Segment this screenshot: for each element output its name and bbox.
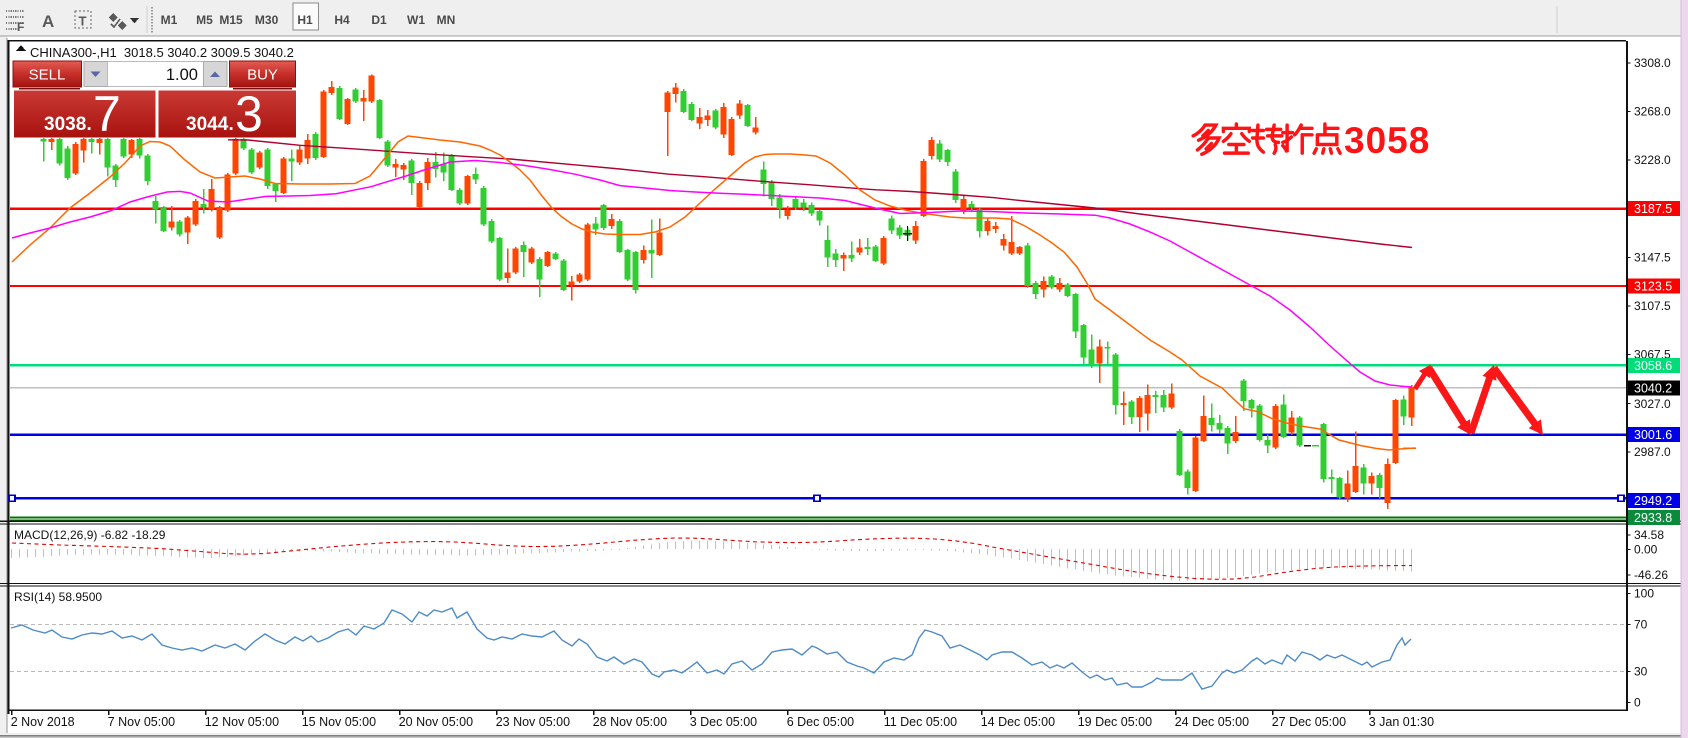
svg-text:M15: M15 (219, 13, 243, 27)
svg-text:H4: H4 (334, 13, 350, 27)
svg-text:15 Nov 05:00: 15 Nov 05:00 (302, 715, 376, 729)
svg-text:M30: M30 (255, 13, 279, 27)
svg-text:A: A (42, 12, 54, 31)
svg-text:0: 0 (1634, 696, 1641, 710)
svg-text:1.00: 1.00 (166, 66, 198, 84)
svg-text:D1: D1 (371, 13, 387, 27)
svg-text:3058: 3058 (1344, 120, 1430, 161)
svg-text:3187.5: 3187.5 (1634, 202, 1672, 216)
svg-text:34.58: 34.58 (1634, 528, 1664, 542)
svg-text:2949.2: 2949.2 (1634, 494, 1672, 508)
svg-text:MN: MN (437, 13, 456, 27)
svg-text:12 Nov 05:00: 12 Nov 05:00 (205, 715, 279, 729)
svg-text:F: F (17, 20, 24, 34)
svg-text:3027.0: 3027.0 (1634, 397, 1671, 411)
svg-text:SELL: SELL (29, 67, 66, 84)
svg-text:CHINA300-,H1 3018.5 3040.2 30: CHINA300-,H1 3018.5 3040.2 3009.5 3040.2 (30, 45, 294, 60)
svg-text:7: 7 (93, 86, 121, 142)
svg-text:3 Dec 05:00: 3 Dec 05:00 (690, 715, 757, 729)
svg-text:30: 30 (1634, 665, 1648, 679)
svg-text:-46.26: -46.26 (1634, 568, 1668, 582)
svg-text:19 Dec 05:00: 19 Dec 05:00 (1078, 715, 1152, 729)
svg-text:0.00: 0.00 (1634, 543, 1658, 557)
svg-text:7 Nov 05:00: 7 Nov 05:00 (108, 715, 175, 729)
svg-text:100: 100 (1634, 587, 1654, 601)
svg-text:M5: M5 (196, 13, 213, 27)
svg-text:3058.6: 3058.6 (1634, 359, 1672, 373)
svg-text:27 Dec 05:00: 27 Dec 05:00 (1272, 715, 1346, 729)
svg-text:H1: H1 (297, 13, 313, 27)
svg-text:23 Nov 05:00: 23 Nov 05:00 (496, 715, 570, 729)
svg-text:3147.5: 3147.5 (1634, 251, 1671, 265)
svg-text:3308.0: 3308.0 (1634, 56, 1671, 70)
svg-text:3001.6: 3001.6 (1634, 428, 1672, 442)
svg-text:.: . (87, 114, 92, 135)
svg-text:24 Dec 05:00: 24 Dec 05:00 (1175, 715, 1249, 729)
svg-text:3228.0: 3228.0 (1634, 153, 1671, 167)
svg-text:T: T (79, 14, 87, 29)
svg-text:70: 70 (1634, 618, 1648, 632)
svg-text:6 Dec 05:00: 6 Dec 05:00 (787, 715, 854, 729)
svg-text:3044: 3044 (186, 114, 229, 135)
svg-text:11 Dec 05:00: 11 Dec 05:00 (884, 715, 957, 729)
svg-text:3 Jan 01:30: 3 Jan 01:30 (1369, 715, 1434, 729)
svg-text:14 Dec 05:00: 14 Dec 05:00 (981, 715, 1055, 729)
svg-text:28 Nov 05:00: 28 Nov 05:00 (593, 715, 667, 729)
svg-text:2 Nov 2018: 2 Nov 2018 (11, 715, 75, 729)
svg-text:3107.5: 3107.5 (1634, 299, 1671, 313)
svg-text:3040.2: 3040.2 (1634, 381, 1672, 395)
svg-text:M1: M1 (161, 13, 178, 27)
svg-text:3268.0: 3268.0 (1634, 105, 1671, 119)
svg-text:20 Nov 05:00: 20 Nov 05:00 (399, 715, 473, 729)
svg-text:MACD(12,26,9) -6.82 -18.29: MACD(12,26,9) -6.82 -18.29 (14, 528, 166, 542)
svg-text:RSI(14) 58.9500: RSI(14) 58.9500 (14, 590, 102, 604)
svg-text:3123.5: 3123.5 (1634, 280, 1672, 294)
svg-text:W1: W1 (407, 13, 425, 27)
svg-text:2987.0: 2987.0 (1634, 445, 1671, 459)
svg-text:2933.8: 2933.8 (1634, 511, 1672, 525)
svg-text:3038: 3038 (44, 114, 86, 135)
svg-text:3: 3 (235, 86, 263, 142)
svg-text:BUY: BUY (247, 67, 278, 84)
svg-text:.: . (229, 114, 234, 135)
